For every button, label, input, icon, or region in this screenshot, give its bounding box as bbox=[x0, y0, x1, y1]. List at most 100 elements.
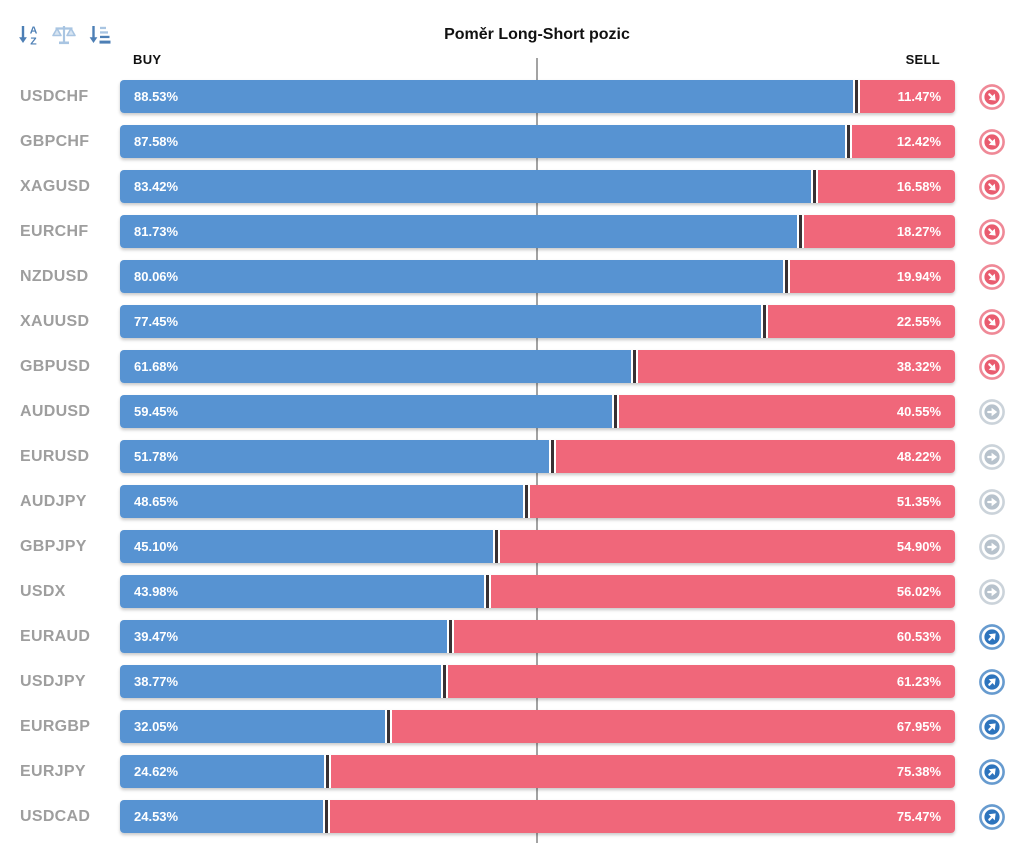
signal-sell-button[interactable] bbox=[978, 173, 1006, 201]
buy-percent: 81.73% bbox=[134, 224, 179, 239]
balance-scale-icon[interactable] bbox=[51, 22, 77, 48]
long-short-bar[interactable]: 88.53% 11.47% bbox=[120, 80, 955, 113]
sell-percent: 22.55% bbox=[896, 314, 941, 329]
signal-buy-button[interactable] bbox=[978, 713, 1006, 741]
pair-row: GBPJPY 45.10% 54.90% bbox=[0, 524, 1027, 569]
pair-label: EURGBP bbox=[20, 717, 91, 735]
signal-buy-button[interactable] bbox=[978, 668, 1006, 696]
sell-bar-segment: 67.95% bbox=[392, 710, 955, 743]
sort-toolbar: A Z bbox=[16, 22, 112, 48]
pair-label: NZDUSD bbox=[20, 267, 89, 285]
buy-bar-segment: 24.62% bbox=[120, 755, 324, 788]
long-short-bar[interactable]: 61.68% 38.32% bbox=[120, 350, 955, 383]
sell-percent: 19.94% bbox=[896, 269, 941, 284]
signal-neutral-icon bbox=[979, 488, 1005, 515]
sell-bar-segment: 18.27% bbox=[803, 215, 955, 248]
signal-buy-button[interactable] bbox=[978, 803, 1006, 831]
pair-label: AUDUSD bbox=[20, 402, 91, 420]
sell-bar-segment: 19.94% bbox=[789, 260, 955, 293]
signal-sell-button[interactable] bbox=[978, 353, 1006, 381]
long-short-bar[interactable]: 24.53% 75.47% bbox=[120, 800, 955, 833]
long-short-bar[interactable]: 39.47% 60.53% bbox=[120, 620, 955, 653]
buy-bar-segment: 59.45% bbox=[120, 395, 613, 428]
pair-label: USDCAD bbox=[20, 807, 91, 825]
buy-bar-segment: 43.98% bbox=[120, 575, 485, 608]
long-short-bar[interactable]: 24.62% 75.38% bbox=[120, 755, 955, 788]
sort-amount-icon[interactable] bbox=[86, 22, 112, 48]
sell-bar-segment: 48.22% bbox=[555, 440, 955, 473]
long-short-bar[interactable]: 87.58% 12.42% bbox=[120, 125, 955, 158]
signal-sell-button[interactable] bbox=[978, 308, 1006, 336]
pair-label: USDCHF bbox=[20, 87, 89, 105]
svg-text:A: A bbox=[30, 25, 38, 37]
buy-bar-segment: 61.68% bbox=[120, 350, 631, 383]
pair-row: USDX 43.98% 56.02% bbox=[0, 569, 1027, 614]
svg-text:Z: Z bbox=[30, 36, 37, 48]
signal-neutral-button[interactable] bbox=[978, 533, 1006, 561]
pair-row: AUDJPY 48.65% 51.35% bbox=[0, 479, 1027, 524]
sort-alphabetical-icon[interactable]: A Z bbox=[16, 22, 42, 48]
long-short-bar[interactable]: 45.10% 54.90% bbox=[120, 530, 955, 563]
signal-sell-button[interactable] bbox=[978, 263, 1006, 291]
signal-sell-icon bbox=[979, 308, 1005, 335]
buy-bar-segment: 38.77% bbox=[120, 665, 442, 698]
sell-percent: 18.27% bbox=[896, 224, 941, 239]
sell-percent: 48.22% bbox=[896, 449, 941, 464]
signal-sell-button[interactable] bbox=[978, 83, 1006, 111]
buy-percent: 80.06% bbox=[134, 269, 179, 284]
sell-percent: 56.02% bbox=[896, 584, 941, 599]
sell-bar-segment: 12.42% bbox=[852, 125, 955, 158]
signal-sell-icon bbox=[979, 218, 1005, 245]
signal-neutral-button[interactable] bbox=[978, 578, 1006, 606]
long-short-bar[interactable]: 80.06% 19.94% bbox=[120, 260, 955, 293]
sell-percent: 75.47% bbox=[896, 809, 941, 824]
buy-bar-segment: 77.45% bbox=[120, 305, 762, 338]
sell-bar-segment: 38.32% bbox=[637, 350, 955, 383]
buy-percent: 77.45% bbox=[134, 314, 179, 329]
long-short-bar[interactable]: 43.98% 56.02% bbox=[120, 575, 955, 608]
pair-row: EURGBP 32.05% 67.95% bbox=[0, 704, 1027, 749]
buy-bar-segment: 51.78% bbox=[120, 440, 549, 473]
page-title: Poměr Long-Short pozic bbox=[444, 26, 630, 43]
sell-percent: 11.47% bbox=[897, 89, 941, 104]
signal-neutral-icon bbox=[979, 533, 1005, 560]
long-short-bar[interactable]: 59.45% 40.55% bbox=[120, 395, 955, 428]
bar-divider bbox=[443, 665, 447, 698]
bar-divider bbox=[387, 710, 391, 743]
sell-percent: 61.23% bbox=[896, 674, 941, 689]
long-short-bar[interactable]: 38.77% 61.23% bbox=[120, 665, 955, 698]
signal-neutral-button[interactable] bbox=[978, 488, 1006, 516]
signal-buy-icon bbox=[979, 803, 1005, 830]
buy-bar-segment: 39.47% bbox=[120, 620, 447, 653]
signal-buy-button[interactable] bbox=[978, 758, 1006, 786]
sell-bar-segment: 60.53% bbox=[453, 620, 955, 653]
long-short-bar[interactable]: 81.73% 18.27% bbox=[120, 215, 955, 248]
sell-percent: 12.42% bbox=[896, 134, 941, 149]
pair-rows: USDCHF 88.53% 11.47% bbox=[0, 74, 1027, 839]
signal-sell-button[interactable] bbox=[978, 218, 1006, 246]
signal-buy-button[interactable] bbox=[978, 623, 1006, 651]
long-short-bar[interactable]: 51.78% 48.22% bbox=[120, 440, 955, 473]
buy-bar-segment: 24.53% bbox=[120, 800, 324, 833]
signal-buy-icon bbox=[979, 668, 1005, 695]
sell-bar-segment: 56.02% bbox=[491, 575, 955, 608]
pair-label: AUDJPY bbox=[20, 492, 87, 510]
signal-sell-button[interactable] bbox=[978, 128, 1006, 156]
signal-neutral-button[interactable] bbox=[978, 398, 1006, 426]
signal-neutral-button[interactable] bbox=[978, 443, 1006, 471]
pair-row: XAUUSD 77.45% 22.55% bbox=[0, 299, 1027, 344]
bar-divider bbox=[325, 800, 329, 833]
long-short-bar[interactable]: 48.65% 51.35% bbox=[120, 485, 955, 518]
long-short-bar[interactable]: 77.45% 22.55% bbox=[120, 305, 955, 338]
bar-divider bbox=[495, 530, 499, 563]
pair-row: EURJPY 24.62% 75.38% bbox=[0, 749, 1027, 794]
sell-bar-segment: 11.47% bbox=[860, 80, 955, 113]
pair-label: USDX bbox=[20, 582, 66, 600]
bar-divider bbox=[847, 125, 851, 158]
long-short-bar[interactable]: 83.42% 16.58% bbox=[120, 170, 955, 203]
pair-row: EURCHF 81.73% 18.27% bbox=[0, 209, 1027, 254]
long-short-bar[interactable]: 32.05% 67.95% bbox=[120, 710, 955, 743]
pair-label: GBPCHF bbox=[20, 132, 90, 150]
buy-bar-segment: 83.42% bbox=[120, 170, 811, 203]
pair-row: EURUSD 51.78% 48.22% bbox=[0, 434, 1027, 479]
